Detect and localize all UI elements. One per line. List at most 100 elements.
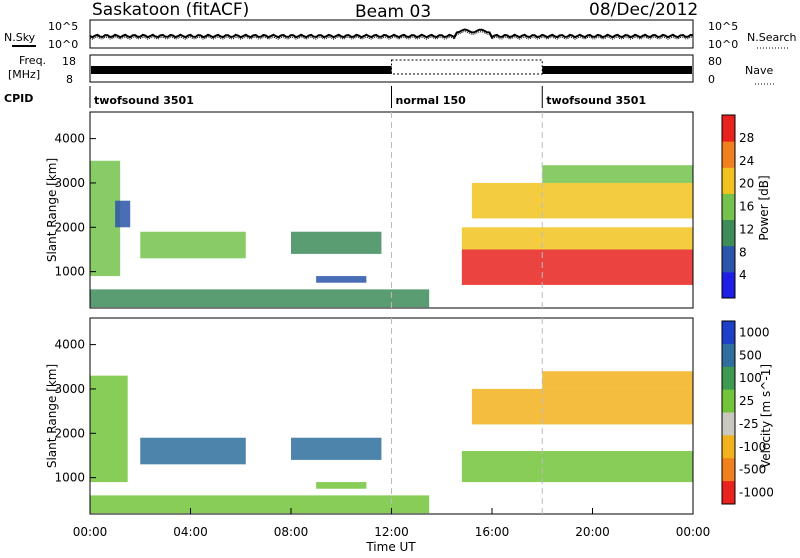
velocity-y-tick-label-2: 3000	[54, 382, 85, 396]
velocity-colorbar-tick-3: 25	[739, 394, 754, 408]
velocity-colorbar-swatch-6	[722, 458, 735, 482]
cpid-segment-1: normal 150	[396, 94, 467, 107]
power-region-1	[115, 200, 131, 228]
velocity-region-5	[461, 451, 693, 483]
beam-label: Beam 03	[355, 2, 431, 22]
velocity-colorbar-tick-4: -25	[739, 417, 759, 431]
x-tick-label-6: 00:00	[676, 525, 711, 539]
noise-search-label: N.Search	[747, 31, 797, 44]
x-tick-label-1: 04:00	[173, 525, 208, 539]
velocity-y-tick-label-3: 4000	[54, 338, 85, 352]
velocity-y-label: Slant Range [km]	[45, 364, 59, 468]
power-colorbar-tick-0: 4	[739, 268, 747, 282]
frequency-label: Freq.	[19, 54, 46, 67]
noise-panel-frame	[89, 19, 694, 49]
noise-panel: N.Sky 10^5 10^0 10^5 10^0 N.Search	[4, 19, 797, 51]
power-colorbar-swatch-5	[722, 141, 735, 168]
power-colorbar-label: Power [dB]	[757, 175, 771, 240]
power-colorbar-swatch-1	[722, 245, 735, 273]
power-colorbar-tick-5: 24	[739, 154, 754, 168]
velocity-colorbar-label: Velocity [m s^-1]	[759, 364, 773, 468]
power-y-tick-label-1: 2000	[54, 220, 85, 234]
velocity-colorbar-swatch-4	[722, 412, 735, 436]
cpid-segment-0: twofsound 3501	[94, 94, 194, 107]
date-label: 08/Dec/2012	[589, 0, 698, 20]
velocity-colorbar-swatch-1	[722, 343, 735, 368]
power-colorbar-frame	[721, 114, 736, 299]
x-tick-label-5: 20:00	[575, 525, 610, 539]
velocity-region-6	[471, 388, 693, 425]
power-region-9	[542, 165, 693, 183]
power-y-ticks: 1000 2000 3000 4000	[54, 132, 96, 279]
frequency-tick-bottom: 8	[66, 73, 73, 86]
cpid-panel: CPID twofsound 3501 normal 150 twofsound…	[4, 86, 646, 108]
power-colorbar-swatch-4	[722, 167, 735, 194]
noise-left-tick-bottom: 10^0	[48, 38, 78, 51]
velocity-colorbar-swatch-0	[722, 321, 735, 345]
power-colorbar-tick-2: 12	[739, 222, 754, 236]
cpid-segment-2: twofsound 3501	[546, 94, 646, 107]
velocity-regions	[90, 371, 693, 514]
velocity-region-2	[291, 437, 382, 460]
velocity-y-tick-label-0: 1000	[54, 471, 85, 485]
velocity-region-0	[90, 375, 128, 483]
frequency-band-1	[391, 59, 543, 75]
power-colorbar-tick-6: 28	[739, 131, 754, 145]
velocity-colorbar-tick-2: 100	[739, 371, 762, 385]
velocity-colorbar-swatch-3	[722, 389, 735, 413]
power-region-8	[471, 182, 693, 219]
nave-label: Nave	[745, 64, 773, 77]
frequency-band-0	[91, 66, 392, 74]
power-region-4	[316, 276, 367, 283]
x-tick-label-0: 00:00	[73, 525, 108, 539]
nave-tick-top: 80	[708, 55, 722, 68]
velocity-colorbar-tick-6: -500	[739, 463, 766, 477]
power-colorbar-swatch-6	[722, 115, 735, 142]
noise-left-tick-top: 10^5	[48, 20, 78, 33]
x-tick-label-4: 16:00	[475, 525, 510, 539]
power-colorbar-tick-3: 16	[739, 200, 754, 214]
power-region-7	[461, 227, 693, 250]
noise-search-trace	[89, 30, 694, 40]
velocity-region-3	[316, 482, 367, 489]
power-colorbar-tick-1: 8	[739, 245, 747, 259]
frequency-unit: [MHz]	[8, 68, 40, 81]
power-colorbar-swatch-0	[722, 271, 735, 299]
power-region-3	[291, 231, 382, 254]
velocity-region-1	[140, 437, 246, 465]
program-change-markers	[391, 112, 543, 514]
nave-tick-bottom: 0	[708, 73, 715, 86]
frequency-tick-top: 18	[62, 55, 76, 68]
velocity-y-tick-label-1: 2000	[54, 426, 85, 440]
x-axis-label: Time UT	[365, 540, 416, 554]
noise-sky-label: N.Sky	[4, 31, 36, 44]
velocity-colorbar: 1000 500 100 25 -25 -100 -500 -1000	[721, 320, 774, 505]
noise-right-tick-top: 10^5	[708, 20, 738, 33]
power-panel: 1000 2000 3000 4000 Slant Range [km] 4 8 12 16…	[45, 111, 771, 309]
x-tick-label-3: 12:00	[374, 525, 409, 539]
power-colorbar-swatch-3	[722, 193, 735, 221]
velocity-region-7	[542, 371, 693, 389]
velocity-colorbar-frame	[721, 320, 736, 505]
x-axis-ticks: 00:00 04:00 08:00 12:00 16:00 20:00 00:00	[73, 508, 711, 539]
station-title: Saskatoon (fitACF)	[92, 0, 249, 20]
velocity-colorbar-tick-1: 500	[739, 348, 762, 362]
frequency-panel-frame	[89, 54, 694, 83]
velocity-colorbar-tick-0: 1000	[739, 325, 770, 339]
frequency-panel: Freq. [MHz] 18 8 80 0 Nave	[8, 54, 775, 86]
noise-right-tick-bottom: 10^0	[708, 38, 738, 51]
velocity-colorbar-tick-5: -100	[739, 440, 766, 454]
velocity-region-4	[90, 495, 430, 514]
power-region-6	[461, 249, 693, 285]
power-colorbar-tick-4: 20	[739, 177, 754, 191]
power-region-2	[140, 231, 246, 259]
cpid-label: CPID	[4, 92, 33, 105]
velocity-colorbar-swatch-5	[722, 435, 735, 459]
power-y-label: Slant Range [km]	[45, 158, 59, 262]
frequency-band-2	[542, 66, 692, 74]
velocity-colorbar-swatch-7	[722, 481, 735, 505]
velocity-panel: 1000 2000 3000 4000 Slant Range [km] 1000 50…	[45, 317, 774, 515]
velocity-colorbar-tick-7: -1000	[739, 486, 774, 500]
power-region-5	[90, 289, 430, 308]
